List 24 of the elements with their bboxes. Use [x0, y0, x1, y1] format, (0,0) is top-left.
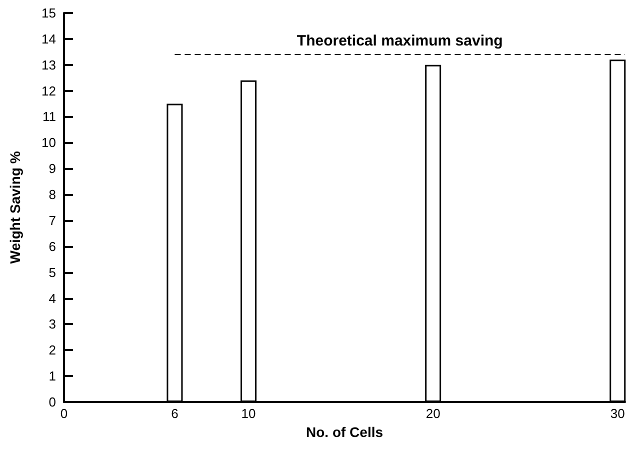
y-tick-label: 11	[42, 109, 56, 124]
y-tick-label: 7	[48, 212, 56, 228]
y-tick-label: 13	[42, 57, 56, 72]
y-tick-label: 5	[48, 264, 56, 280]
x-tick-label: 0	[60, 406, 68, 421]
x-tick-label: 10	[241, 406, 256, 421]
y-tick-label: 0	[48, 394, 56, 410]
y-tick-label: 2	[48, 342, 56, 358]
y-tick-label: 4	[48, 290, 56, 306]
y-tick-label: 15	[42, 6, 56, 20]
y-axis-title: Weight Saving %	[7, 150, 23, 264]
x-axis-title: No. of Cells	[306, 424, 384, 440]
y-tick-label: 9	[48, 161, 56, 176]
y-tick-label: 12	[42, 83, 56, 98]
x-tick-label: 6	[171, 406, 178, 421]
y-tick-label: 3	[48, 316, 56, 332]
x-tick-label: 20	[426, 406, 440, 421]
y-tick-label: 14	[42, 31, 56, 46]
x-tick-label: 30	[610, 406, 625, 421]
y-tick-label: 1	[48, 368, 56, 384]
y-tick-label: 10	[42, 135, 56, 150]
y-tick-label: 6	[48, 238, 56, 254]
y-tick-label: 8	[48, 187, 56, 202]
ref-line-label: Theoretical maximum saving	[296, 32, 503, 50]
